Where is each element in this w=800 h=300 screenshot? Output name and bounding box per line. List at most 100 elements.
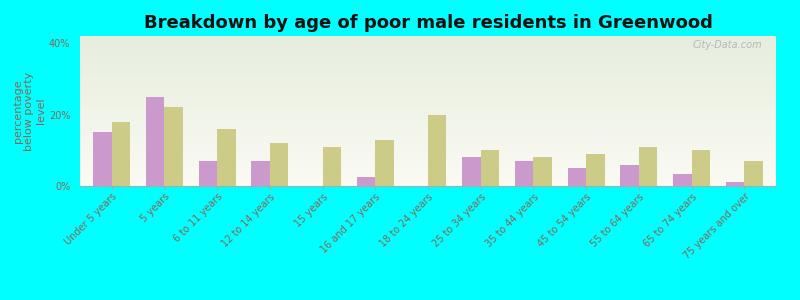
Bar bbox=[80, 48, 776, 50]
Bar bbox=[80, 60, 776, 61]
Bar bbox=[80, 120, 776, 122]
Bar bbox=[270, 143, 288, 186]
Bar bbox=[80, 126, 776, 128]
Bar bbox=[80, 54, 776, 56]
Bar bbox=[80, 160, 776, 162]
Bar bbox=[80, 103, 776, 105]
Bar bbox=[80, 69, 776, 70]
Bar bbox=[80, 153, 776, 154]
Bar bbox=[80, 171, 776, 172]
Bar bbox=[80, 84, 776, 86]
Bar bbox=[80, 123, 776, 124]
Bar bbox=[80, 154, 776, 156]
Bar bbox=[375, 140, 394, 186]
Bar bbox=[80, 162, 776, 164]
Bar bbox=[80, 152, 776, 153]
Bar bbox=[80, 110, 776, 111]
Bar bbox=[80, 63, 776, 64]
Bar bbox=[80, 146, 776, 147]
Bar bbox=[80, 105, 776, 106]
Bar bbox=[80, 68, 776, 69]
Bar bbox=[80, 42, 776, 44]
Bar bbox=[322, 147, 341, 186]
Bar bbox=[80, 50, 776, 51]
Bar bbox=[80, 108, 776, 110]
Bar bbox=[80, 36, 776, 38]
Bar bbox=[80, 118, 776, 120]
Bar bbox=[80, 130, 776, 132]
Bar bbox=[80, 88, 776, 90]
Bar bbox=[80, 82, 776, 84]
Bar bbox=[80, 158, 776, 159]
Bar bbox=[80, 172, 776, 174]
Bar bbox=[80, 135, 776, 136]
Bar bbox=[80, 38, 776, 39]
Bar bbox=[80, 81, 776, 82]
Bar bbox=[80, 134, 776, 135]
Bar bbox=[80, 40, 776, 42]
Bar bbox=[80, 92, 776, 93]
Bar bbox=[80, 100, 776, 102]
Bar bbox=[80, 116, 776, 117]
Bar bbox=[80, 169, 776, 171]
Bar bbox=[357, 177, 375, 186]
Bar bbox=[80, 124, 776, 126]
Bar bbox=[80, 147, 776, 148]
Bar bbox=[80, 178, 776, 180]
Bar bbox=[80, 72, 776, 74]
Bar bbox=[198, 161, 217, 186]
Bar bbox=[80, 78, 776, 80]
Bar bbox=[80, 61, 776, 63]
Bar bbox=[481, 150, 499, 186]
Bar bbox=[515, 161, 534, 186]
Bar bbox=[80, 46, 776, 48]
Bar bbox=[80, 180, 776, 182]
Bar bbox=[80, 142, 776, 144]
Bar bbox=[146, 97, 164, 186]
Bar bbox=[80, 80, 776, 81]
Bar bbox=[80, 136, 776, 138]
Y-axis label: percentage
below poverty
level: percentage below poverty level bbox=[13, 71, 46, 151]
Bar bbox=[80, 167, 776, 168]
Bar bbox=[80, 85, 776, 87]
Bar bbox=[80, 93, 776, 94]
Bar bbox=[80, 52, 776, 54]
Bar bbox=[80, 183, 776, 184]
Bar bbox=[80, 56, 776, 57]
Bar bbox=[80, 111, 776, 112]
Bar bbox=[80, 165, 776, 166]
Bar bbox=[80, 94, 776, 96]
Bar bbox=[80, 96, 776, 98]
Bar bbox=[80, 44, 776, 45]
Bar bbox=[80, 132, 776, 134]
Bar bbox=[80, 184, 776, 186]
Bar bbox=[80, 129, 776, 130]
Bar bbox=[80, 74, 776, 75]
Bar bbox=[93, 132, 112, 186]
Bar bbox=[80, 90, 776, 92]
Bar bbox=[80, 144, 776, 146]
Bar bbox=[80, 76, 776, 78]
Bar bbox=[639, 147, 658, 186]
Bar bbox=[217, 129, 235, 186]
Title: Breakdown by age of poor male residents in Greenwood: Breakdown by age of poor male residents … bbox=[143, 14, 713, 32]
Bar bbox=[80, 106, 776, 108]
Bar bbox=[80, 182, 776, 183]
Bar bbox=[80, 176, 776, 177]
Bar bbox=[80, 39, 776, 40]
Bar bbox=[80, 174, 776, 176]
Bar bbox=[428, 115, 446, 186]
Bar bbox=[80, 117, 776, 118]
Bar bbox=[80, 75, 776, 76]
Bar bbox=[80, 51, 776, 52]
Bar bbox=[80, 112, 776, 114]
Bar bbox=[80, 164, 776, 165]
Bar bbox=[80, 138, 776, 140]
Bar bbox=[534, 158, 552, 186]
Bar bbox=[80, 148, 776, 150]
Bar bbox=[112, 122, 130, 186]
Bar bbox=[80, 102, 776, 104]
Bar bbox=[80, 156, 776, 158]
Bar bbox=[80, 66, 776, 68]
Bar bbox=[726, 182, 744, 186]
